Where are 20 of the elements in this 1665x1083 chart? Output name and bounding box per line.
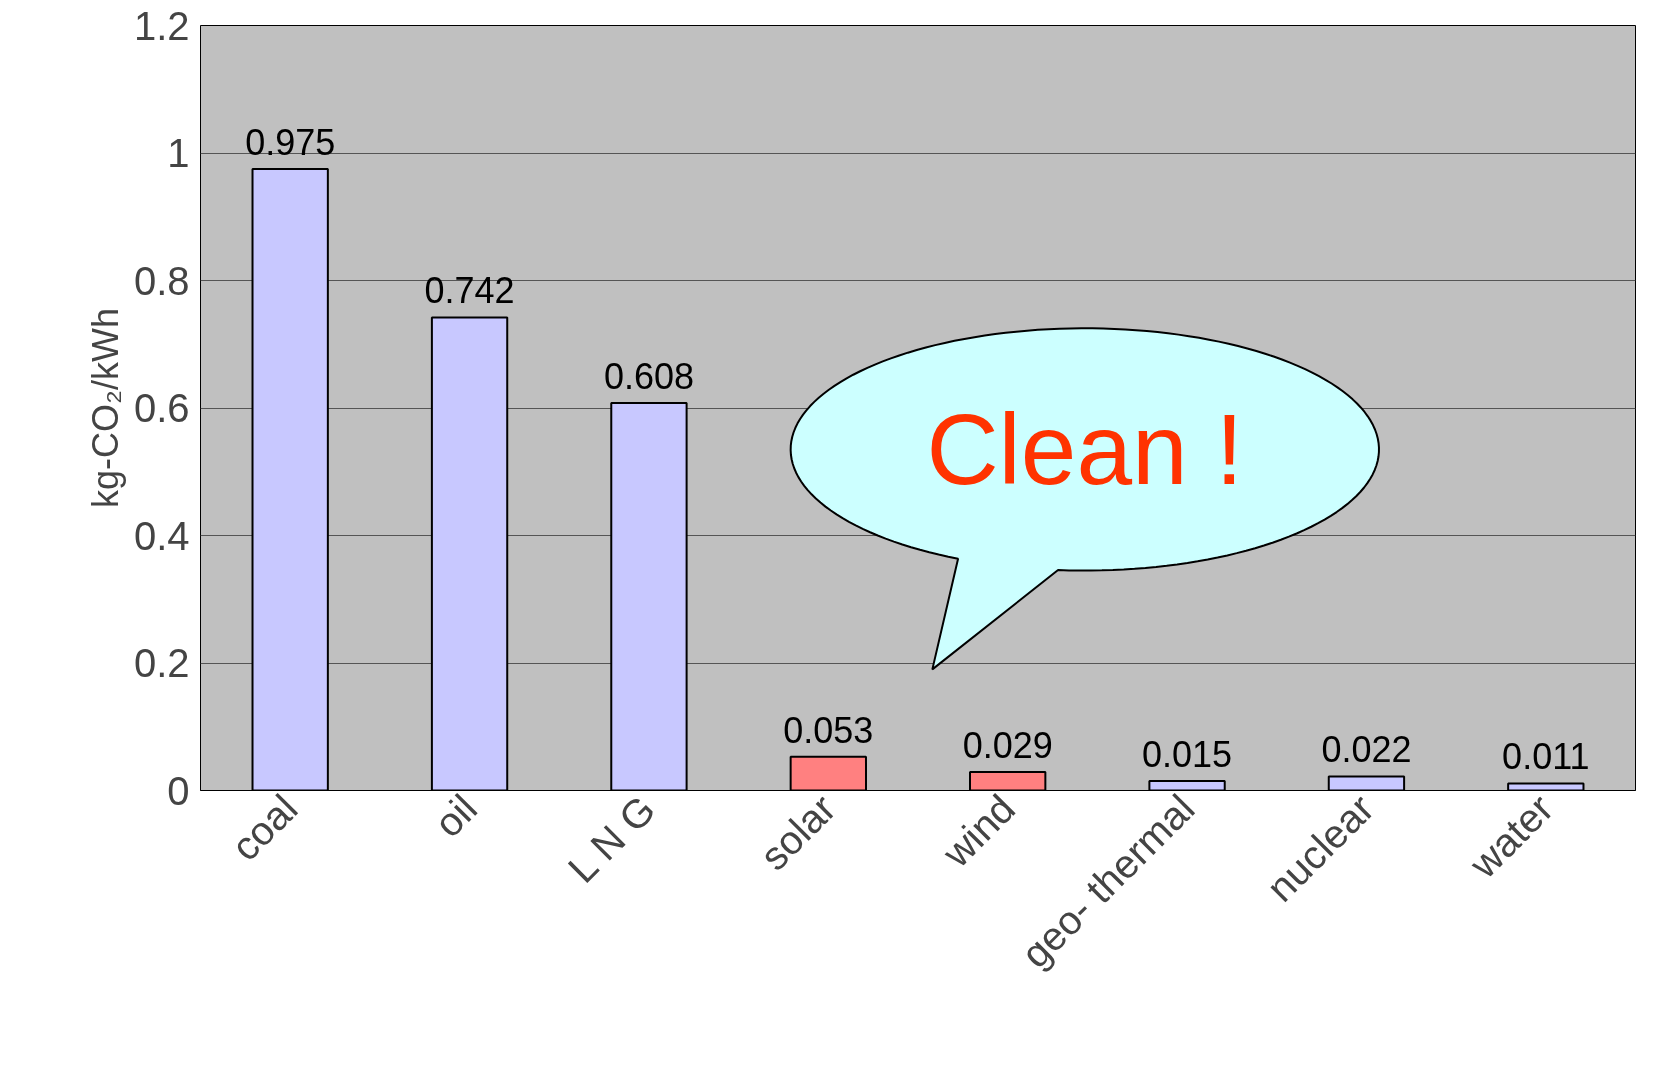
data-label: 0.015 (1142, 733, 1233, 775)
x-tick-label: L N G (559, 786, 664, 891)
annotation: Clean ! (926, 393, 1244, 506)
y-axis-title: kg-CO₂/kWh (84, 307, 126, 508)
y-tick-label: 0.8 (133, 258, 190, 303)
y-tick-label: 0.4 (133, 513, 190, 558)
y-tick-label: 0.2 (133, 641, 190, 685)
data-label: 0.742 (424, 270, 515, 312)
y-tick-label: 0 (167, 768, 190, 813)
data-label: 0.053 (783, 709, 874, 751)
y-tick-label: 1.2 (133, 3, 190, 48)
y-tick-label: 1 (167, 131, 190, 175)
x-tick-label: oil (425, 785, 486, 846)
y-tick-label: 0.6 (133, 386, 190, 430)
data-label: 0.022 (1321, 729, 1412, 771)
data-label: 0.975 (245, 121, 336, 163)
x-tick-label: coal (222, 785, 306, 869)
data-label: 0.608 (603, 355, 694, 397)
data-label: 0.029 (962, 725, 1053, 767)
data-label: 0.011 (1502, 736, 1590, 778)
